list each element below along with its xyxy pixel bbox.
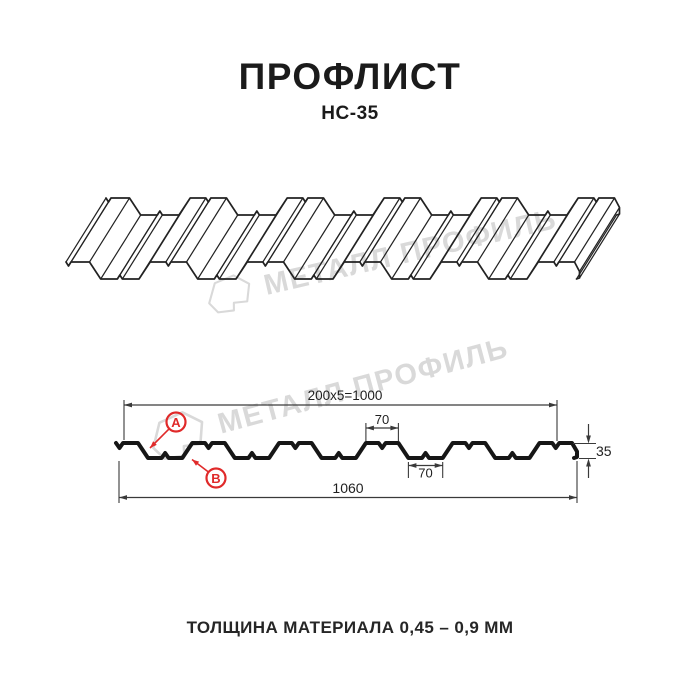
callout-b-label: B: [211, 471, 220, 486]
thickness-note: ТОЛЩИНА МАТЕРИАЛА 0,45 – 0,9 ММ: [186, 618, 514, 637]
callout-b-circle: [205, 467, 227, 489]
metall-profil-logo-icon: [208, 274, 251, 314]
dim-height-label: 35: [596, 443, 612, 459]
callout-a-label: A: [171, 415, 181, 430]
dim-flange-label: 70: [375, 412, 389, 427]
callout-a-circle: [165, 411, 187, 433]
watermark-1: МЕТАЛЛ ПРОФИЛЬ: [201, 199, 561, 319]
page-title: ПРОФЛИСТ: [238, 56, 462, 97]
profile-model-label: НС-35: [321, 103, 379, 124]
dim-top-label: 200x5=1000: [308, 388, 383, 403]
dim-width-label: 1060: [332, 480, 363, 496]
dim-valley-label: 70: [418, 466, 432, 481]
